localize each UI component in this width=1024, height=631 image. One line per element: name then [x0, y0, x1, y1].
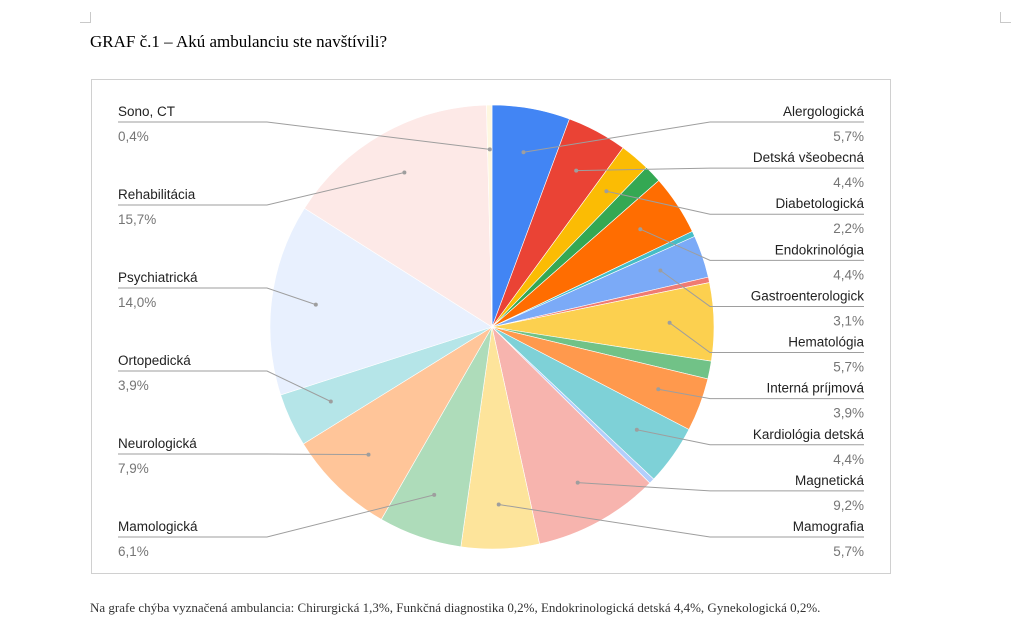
- leader-line-alergologicka: [523, 121, 864, 153]
- slice-label-neurologicka: Neurologická: [118, 436, 197, 451]
- leader-line-sono-ct: [118, 121, 490, 150]
- slice-label-psychiatricka: Psychiatrická: [118, 270, 198, 285]
- pie-slice-rehabilitacia: [303, 104, 493, 328]
- leader-dot-psychiatricka: [313, 302, 318, 307]
- chart-title: GRAF č.1 – Akú ambulanciu ste navštívili…: [90, 32, 387, 51]
- leader-dot-neurologicka: [366, 452, 371, 457]
- leader-dot-rehabilitacia: [402, 170, 407, 175]
- leader-line-magneticka: [577, 482, 864, 492]
- leader-dot-sono-ct: [487, 147, 492, 152]
- slice-percent-neurologicka: 7,9%: [118, 461, 149, 476]
- leader-line-gastroenterologick: [660, 270, 864, 307]
- slice-percent-endokrinologia: 4,4%: [833, 267, 864, 282]
- slice-label-ortopedicka: Ortopedická: [118, 353, 191, 368]
- leader-line-psychiatricka: [118, 287, 316, 306]
- leader-dot-mamologicka: [432, 492, 437, 497]
- slice-percent-diabetologicka: 2,2%: [833, 221, 864, 236]
- slice-label-alergologicka: Alergologická: [783, 104, 865, 119]
- slice-label-interna-prijmova: Interná príjmová: [766, 381, 864, 396]
- page-corner-mark-left: [80, 12, 91, 23]
- leader-dot-endokrinologia: [638, 227, 643, 232]
- leader-line-ortopedicka: [118, 370, 332, 402]
- slice-percent-hematologia: 5,7%: [833, 360, 864, 375]
- slice-label-gastroenterologick: Gastroenterologick: [751, 288, 865, 303]
- leader-line-rehabilitacia: [118, 172, 405, 206]
- slice-percent-interna-prijmova: 3,9%: [833, 406, 864, 421]
- slice-label-diabetologicka: Diabetologická: [775, 196, 864, 211]
- pie-slice-neurologicka: [302, 326, 493, 520]
- leader-dot-magneticka: [575, 480, 580, 485]
- pie-slice-sono-ct: [486, 104, 493, 328]
- slice-percent-sono-ct: 0,4%: [118, 129, 149, 144]
- leader-dot-diabetologicka: [604, 189, 609, 194]
- pie-chart-frame: Alergologická 5,7% Detská všeobecná 4,4% Dia…: [91, 79, 891, 574]
- pie-slice-psychiatricka: [269, 207, 493, 396]
- slice-label-endokrinologia: Endokrinológia: [775, 242, 865, 257]
- slice-label-hematologia: Hematológia: [788, 335, 864, 350]
- leader-dot-kardiologia-detska: [634, 427, 639, 432]
- slice-label-magneticka: Magnetická: [795, 473, 865, 488]
- leader-line-diabetologicka: [606, 190, 864, 215]
- slice-percent-kardiologia-detska: 4,4%: [833, 452, 864, 467]
- slice-label-detska-vseobecna: Detská všeobecná: [753, 150, 865, 165]
- slice-label-sono-ct: Sono, CT: [118, 104, 175, 119]
- slice-percent-mamologicka: 6,1%: [118, 544, 149, 559]
- slice-percent-ortopedicka: 3,9%: [118, 378, 149, 393]
- pie-chart: Alergologická 5,7% Detská všeobecná 4,4% Dia…: [118, 104, 865, 559]
- leader-line-neurologicka: [118, 453, 369, 456]
- slice-percent-gastroenterologick: 3,1%: [833, 313, 864, 328]
- leader-line-hematologia: [669, 322, 864, 354]
- leader-line-kardiologia-detska: [636, 429, 864, 446]
- page-corner-mark-right: [1000, 12, 1011, 23]
- leader-dot-hematologia: [667, 320, 672, 325]
- slice-percent-mamografia: 5,7%: [833, 544, 864, 559]
- leader-line-endokrinologia: [640, 228, 864, 261]
- leader-dot-detska-vseobecna: [574, 168, 579, 173]
- slice-percent-alergologicka: 5,7%: [833, 129, 864, 144]
- slice-label-rehabilitacia: Rehabilitácia: [118, 187, 196, 202]
- leader-dot-alergologicka: [521, 150, 526, 155]
- slice-percent-magneticka: 9,2%: [833, 498, 864, 513]
- leader-dot-ortopedicka: [328, 399, 333, 404]
- slice-label-mamografia: Mamografia: [793, 519, 865, 534]
- chart-footnote: Na grafe chýba vyznačená ambulancia: Chi…: [90, 600, 821, 615]
- leader-line-interna-prijmova: [658, 388, 864, 400]
- slice-percent-detska-vseobecna: 4,4%: [833, 175, 864, 190]
- leader-dot-mamografia: [496, 502, 501, 507]
- leader-dot-gastroenterologick: [658, 268, 663, 273]
- slice-label-mamologicka: Mamologická: [118, 519, 198, 534]
- leader-line-mamologicka: [118, 494, 435, 538]
- slice-percent-rehabilitacia: 15,7%: [118, 212, 156, 227]
- slice-percent-psychiatricka: 14,0%: [118, 295, 156, 310]
- leader-line-mamografia: [498, 504, 864, 538]
- slice-label-kardiologia-detska: Kardiológia detská: [753, 427, 865, 442]
- leader-line-detska-vseobecna: [576, 167, 864, 172]
- leader-dot-interna-prijmova: [656, 387, 661, 392]
